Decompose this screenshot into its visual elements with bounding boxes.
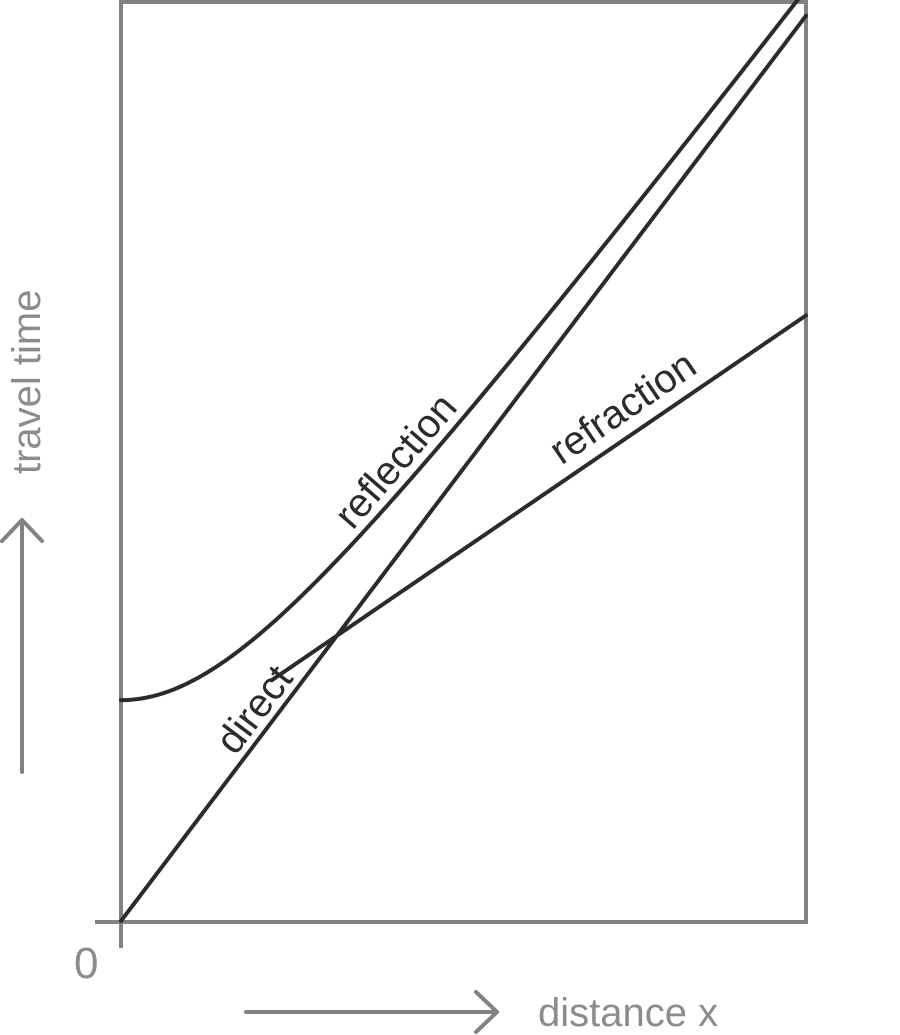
reflection-curve bbox=[119, 0, 801, 703]
y-axis-title: travel time bbox=[0, 290, 49, 774]
x-axis-arrow-icon bbox=[244, 990, 499, 1034]
refraction-label: refraction bbox=[542, 343, 705, 473]
y-axis-label: travel time bbox=[5, 290, 49, 475]
reflection-label: reflection bbox=[326, 385, 465, 537]
plot-frame bbox=[95, 0, 808, 948]
direct-curve bbox=[119, 13, 808, 923]
x-axis-label: distance x bbox=[538, 991, 718, 1035]
origin-label: 0 bbox=[74, 939, 98, 988]
curves-layer bbox=[119, 0, 808, 923]
y-axis-arrow-icon bbox=[0, 518, 44, 774]
refraction-curve bbox=[269, 313, 808, 683]
x-axis-title: distance x bbox=[244, 990, 718, 1035]
